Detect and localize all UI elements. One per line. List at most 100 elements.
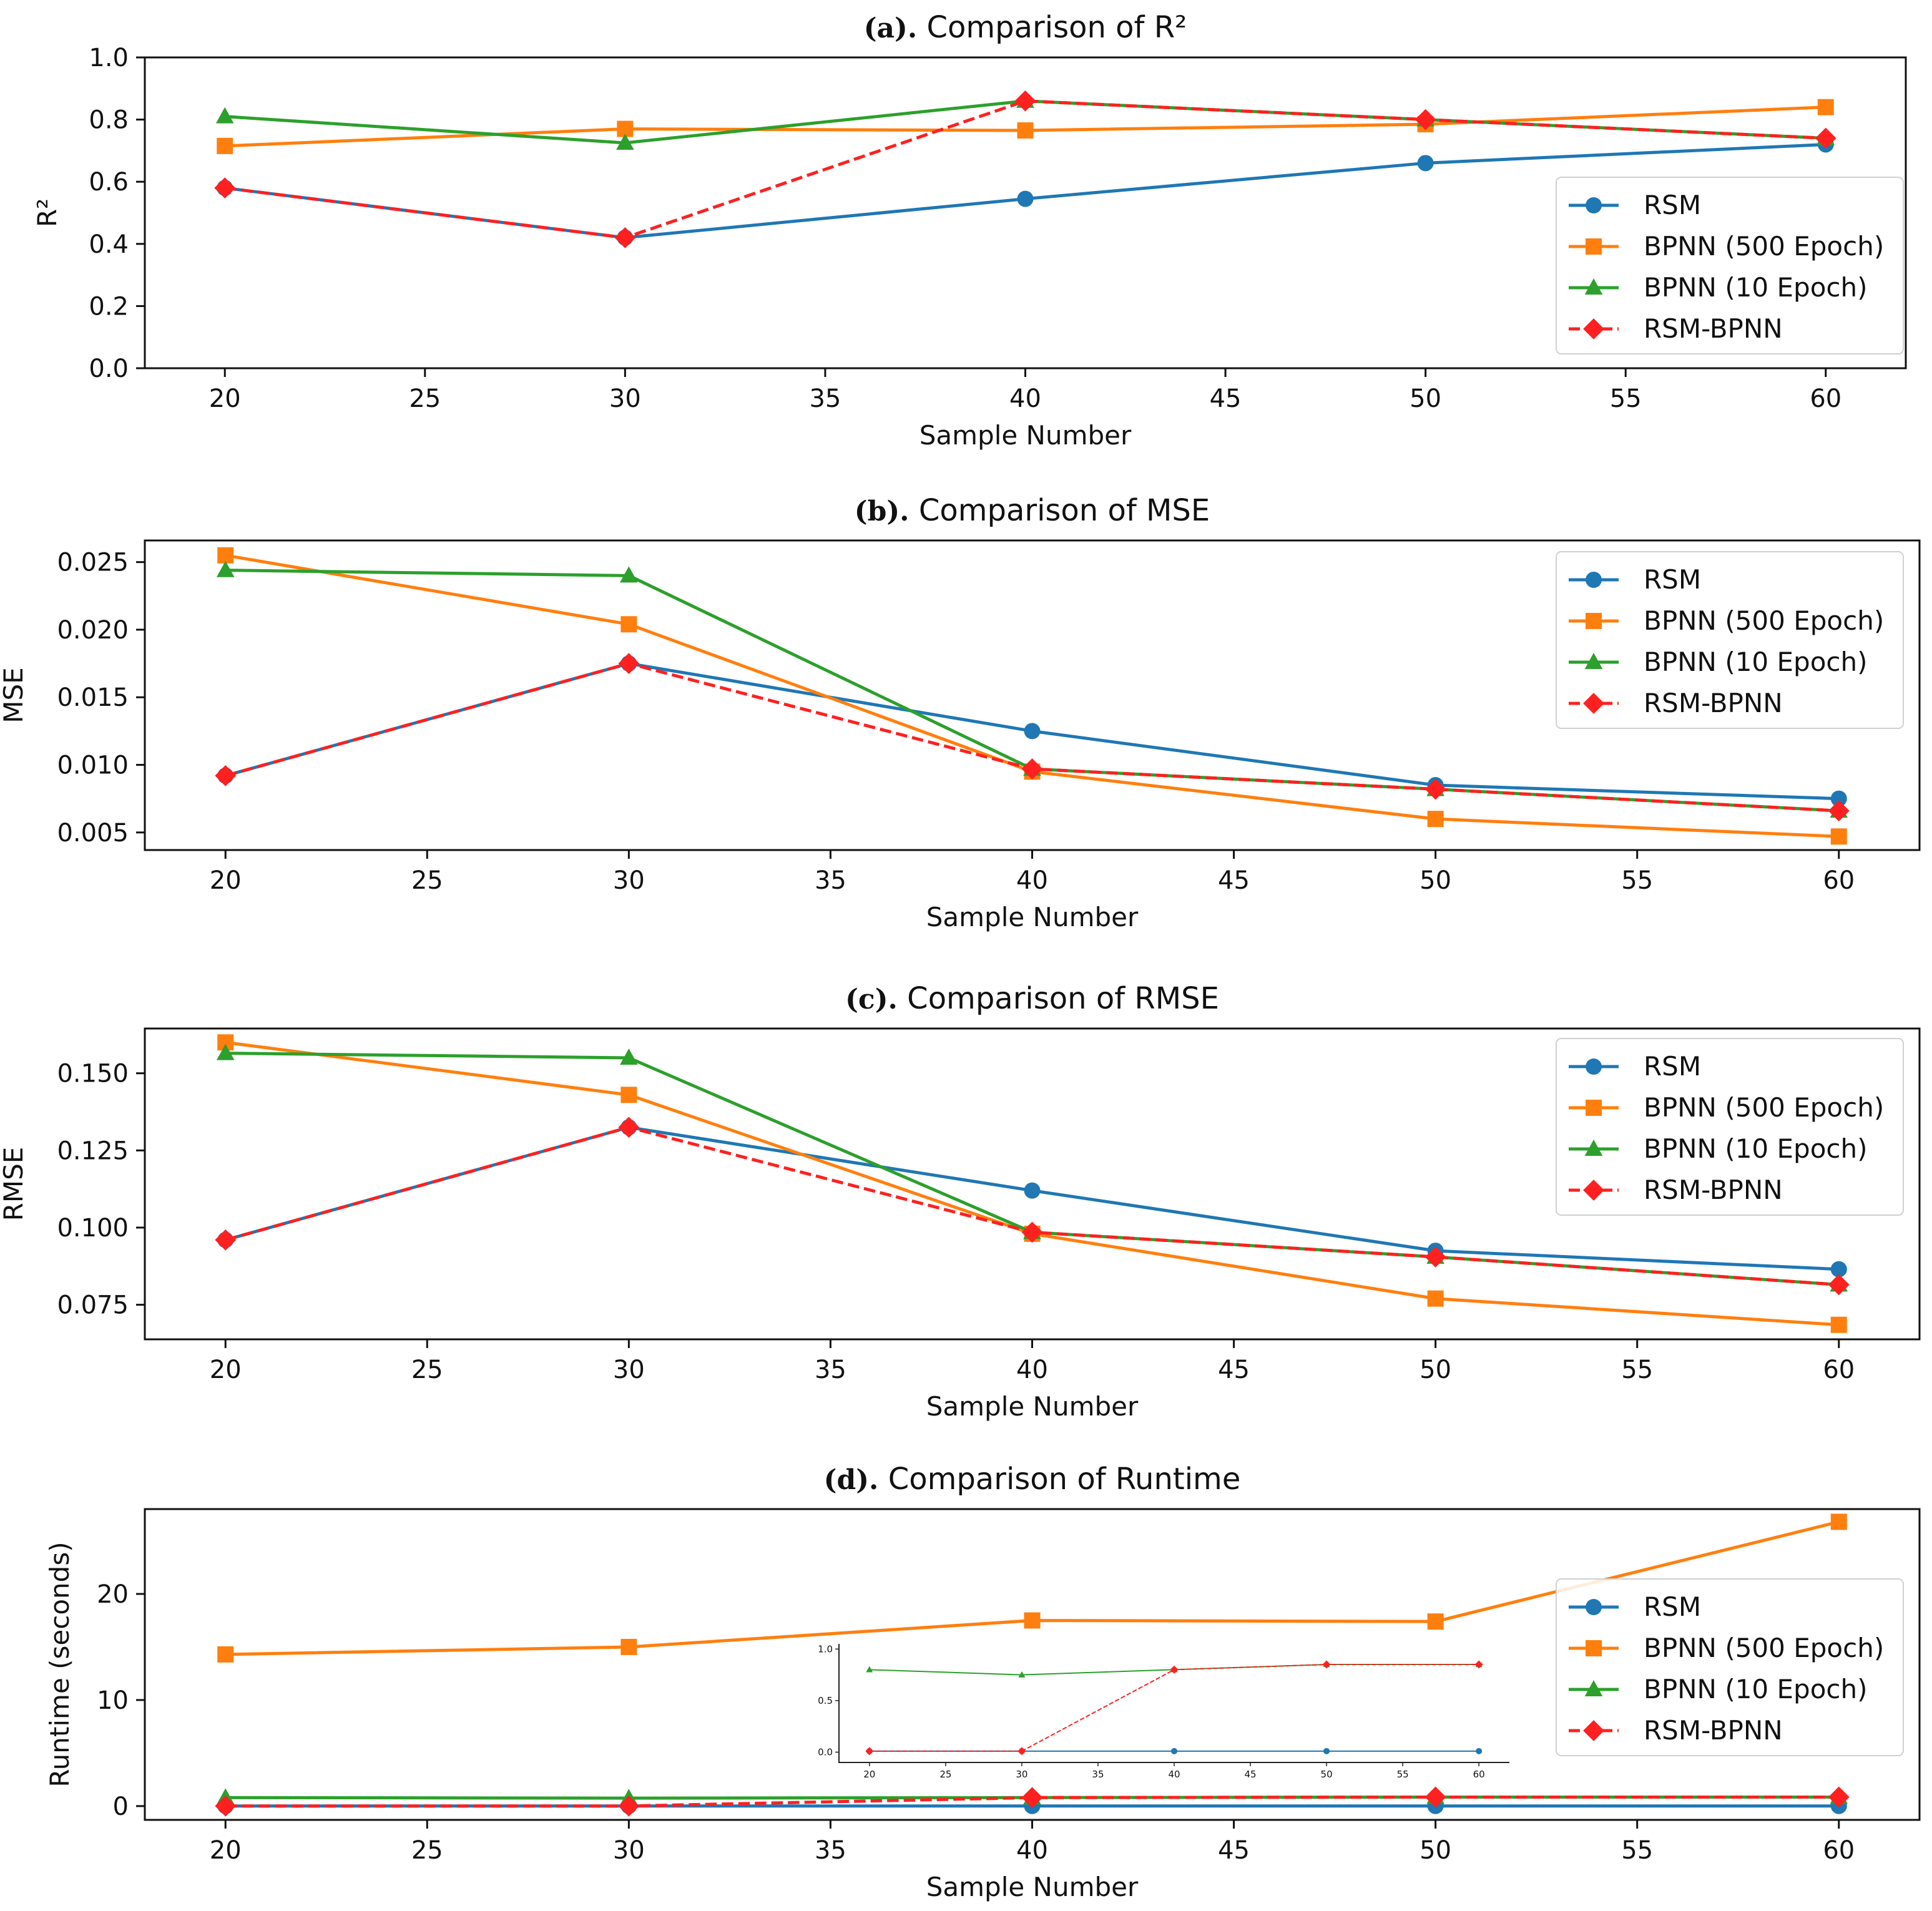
legend-label-bpnn-500-epoch: BPNN (500 Epoch)	[1644, 231, 1884, 261]
y-tick-label: 1.0	[89, 44, 129, 72]
x-tick-label: 25	[411, 1836, 443, 1865]
x-tick-label: 55	[1610, 384, 1642, 413]
legend-label-bpnn-10-epoch: BPNN (10 Epoch)	[1644, 272, 1868, 303]
x-tick-label: 25	[411, 866, 443, 895]
data-point-rsm	[1830, 790, 1847, 807]
x-tick-label: 60	[1823, 866, 1855, 895]
y-tick-label: 0.6	[89, 168, 129, 197]
x-tick-label: 60	[1823, 1356, 1855, 1384]
data-point-bpnn-10-epoch	[216, 560, 235, 577]
legend-marker-rsm-bpnn	[1583, 318, 1604, 340]
x-tick-label: 50	[1420, 1356, 1451, 1384]
series-line-rsm-bpnn	[225, 1795, 1839, 1808]
y-tick-label: 0.4	[89, 230, 129, 259]
inset-x-tick-label: 35	[1092, 1769, 1104, 1780]
legend-label-rsm-bpnn: RSM-BPNN	[1644, 1175, 1783, 1205]
x-tick-label: 20	[209, 384, 241, 413]
legend-box	[1556, 551, 1904, 729]
x-tick-label: 20	[210, 866, 242, 895]
inset-y-tick-label: 0.0	[818, 1746, 833, 1757]
inset-y-tick-label: 1.0	[818, 1643, 833, 1654]
data-point-rsm	[1830, 1261, 1847, 1278]
data-point-bpnn-500-epoch	[1024, 1612, 1041, 1629]
data-point-rsm-bpnn	[618, 1117, 640, 1138]
y-tick-label: 0.020	[57, 616, 129, 645]
inset-x-tick-label: 60	[1473, 1769, 1485, 1780]
legend: RSM BPNN (500 Epoch) BPNN (10 Epoch) RSM-BP…	[1556, 1038, 1904, 1216]
data-point-rsm-bpnn	[1424, 778, 1446, 800]
y-tick-label: 0.015	[57, 683, 129, 712]
data-point-rsm-bpnn	[1021, 1221, 1043, 1243]
legend-label-rsm: RSM	[1644, 190, 1701, 220]
data-point-bpnn-10-epoch	[216, 1043, 235, 1060]
data-point-rsm-bpnn	[1322, 1660, 1331, 1669]
x-tick-label: 50	[1410, 384, 1441, 413]
data-point-rsm-bpnn	[215, 1229, 237, 1251]
legend-marker-rsm-bpnn	[1583, 693, 1604, 714]
data-point-rsm	[1024, 1182, 1041, 1199]
y-tick-label: 20	[97, 1580, 129, 1609]
data-point-bpnn-500-epoch	[1017, 122, 1034, 139]
chart-panel-4: (d). Comparison of Runtime 20 25 30 35 40 45 50…	[44, 1462, 1921, 1902]
inset-x-tick-label: 30	[1016, 1769, 1027, 1780]
data-point-rsm-bpnn	[1021, 758, 1043, 780]
legend-marker-rsm	[1586, 1058, 1602, 1075]
data-point-rsm-bpnn	[1415, 109, 1436, 130]
data-point-rsm-bpnn	[618, 1795, 640, 1817]
data-point-bpnn-10-epoch	[616, 134, 634, 150]
y-tick-label: 0.010	[57, 751, 129, 780]
data-point-rsm	[1323, 1747, 1330, 1754]
y-tick-label: 0.005	[57, 819, 129, 848]
x-tick-label: 25	[409, 384, 441, 413]
y-tick-label: 0.0	[89, 354, 129, 383]
legend-label-rsm: RSM	[1644, 1591, 1701, 1622]
inset-x-tick-label: 55	[1397, 1769, 1409, 1780]
data-point-rsm	[1017, 190, 1034, 207]
x-tick-label: 35	[815, 1356, 846, 1384]
chart-title-prefix: (a).	[864, 12, 927, 44]
chart-title-prefix: (c).	[845, 984, 907, 1015]
inset-x-tick-label: 40	[1168, 1769, 1180, 1780]
x-tick-label: 20	[210, 1356, 242, 1384]
data-point-rsm	[1171, 1747, 1177, 1754]
data-point-bpnn-500-epoch	[620, 1638, 637, 1655]
series-line-rsm-bpnn	[224, 99, 1826, 240]
x-tick-label: 55	[1621, 1356, 1653, 1384]
x-tick-label: 50	[1420, 866, 1451, 895]
y-axis-label: RMSE	[0, 1147, 29, 1221]
x-axis-label: Sample Number	[926, 1872, 1139, 1902]
legend-marker-bpnn-10-epoch	[1584, 653, 1603, 670]
x-tick-label: 60	[1823, 1836, 1855, 1865]
x-tick-label: 30	[613, 1836, 645, 1865]
y-tick-label: 0.125	[57, 1136, 129, 1165]
data-point-bpnn-500-epoch	[1427, 1290, 1444, 1307]
x-axis-label: Sample Number	[919, 420, 1132, 451]
chart-title-prefix: (d).	[824, 1464, 888, 1496]
y-tick-label: 0	[113, 1792, 129, 1821]
inset-background	[839, 1644, 1509, 1762]
legend-marker-rsm-bpnn	[1583, 1180, 1604, 1201]
data-point-rsm-bpnn	[214, 177, 236, 199]
inset-x-tick-label: 25	[939, 1769, 951, 1780]
y-tick-label: 0.100	[57, 1214, 129, 1243]
inset-axes	[838, 1644, 1509, 1763]
x-tick-label: 40	[1016, 866, 1048, 895]
x-tick-label: 30	[609, 384, 641, 413]
data-point-bpnn-500-epoch	[217, 547, 234, 564]
legend-label-rsm: RSM	[1644, 1051, 1701, 1082]
data-point-bpnn-500-epoch	[1830, 1316, 1847, 1333]
data-point-rsm-bpnn	[1828, 1786, 1850, 1808]
data-point-bpnn-10-epoch	[866, 1666, 873, 1673]
data-point-rsm-bpnn	[1424, 1786, 1446, 1808]
legend-box	[1556, 177, 1904, 354]
chart-title: (b). Comparison of MSE	[855, 493, 1210, 528]
data-point-rsm-bpnn	[1170, 1665, 1179, 1674]
x-tick-label: 55	[1621, 1836, 1653, 1865]
legend: RSM BPNN (500 Epoch) BPNN (10 Epoch) RSM-BP…	[1556, 551, 1904, 729]
data-point-bpnn-500-epoch	[620, 1087, 637, 1103]
data-point-bpnn-10-epoch	[620, 566, 638, 583]
x-tick-label: 40	[1009, 384, 1041, 413]
x-tick-label: 20	[210, 1836, 242, 1865]
data-point-rsm-bpnn	[1474, 1660, 1483, 1669]
y-tick-label: 0.2	[89, 292, 129, 321]
